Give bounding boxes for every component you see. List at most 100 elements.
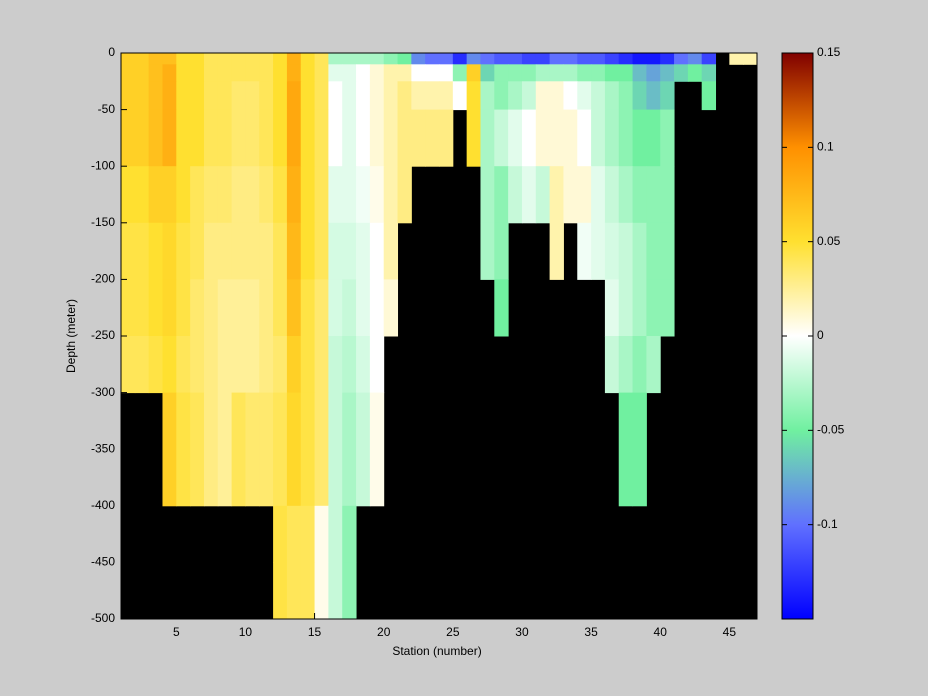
- heat-cell: [369, 64, 385, 82]
- heat-cell: [646, 222, 661, 280]
- heat-cell: [369, 336, 385, 394]
- heat-cell: [425, 64, 440, 82]
- heat-cell: [273, 279, 288, 337]
- heat-cell: [521, 64, 537, 82]
- heat-cell: [577, 64, 592, 82]
- heat-cell: [162, 64, 177, 82]
- colorbar-tick-label: 0.05: [817, 234, 841, 248]
- heat-cell: [259, 109, 274, 167]
- heat-cell: [203, 81, 219, 111]
- heat-cell: [342, 109, 357, 167]
- heat-cell: [604, 64, 620, 82]
- heat-cell: [286, 166, 302, 224]
- heat-cell: [508, 81, 523, 111]
- y-tick-label: -300: [91, 385, 115, 399]
- heat-cell: [521, 166, 537, 224]
- heat-cell: [245, 53, 260, 65]
- heat-cell: [439, 53, 454, 65]
- heat-cell: [314, 279, 329, 337]
- heat-cell: [203, 166, 219, 224]
- heat-cell: [577, 53, 592, 65]
- heat-cell: [328, 279, 343, 337]
- heat-cell: [549, 53, 564, 65]
- heat-cell: [577, 81, 592, 111]
- heat-cell: [245, 166, 260, 224]
- heat-cell: [411, 53, 426, 65]
- heat-cell: [383, 109, 399, 167]
- heat-cell: [494, 166, 509, 224]
- heat-cell: [342, 336, 357, 394]
- heat-cell: [369, 392, 385, 507]
- colorbar-tick-label: -0.05: [817, 423, 845, 437]
- heat-cell: [286, 222, 302, 280]
- heat-cell: [300, 109, 316, 167]
- heat-cell: [217, 53, 233, 65]
- heat-cell: [743, 53, 758, 65]
- heat-cell: [134, 53, 150, 65]
- heat-cell: [701, 81, 717, 111]
- heat-cell: [480, 81, 495, 111]
- heat-cell: [604, 53, 620, 65]
- heat-cell: [286, 562, 302, 620]
- heat-cell: [356, 53, 371, 65]
- heat-cell: [535, 166, 551, 224]
- heat-cell: [190, 64, 205, 82]
- colorbar-tick-label: 0.15: [817, 45, 841, 59]
- heat-cell: [273, 53, 288, 65]
- x-tick-label: 20: [377, 625, 391, 639]
- heat-cell: [632, 81, 647, 111]
- heat-cell: [632, 64, 647, 82]
- heat-cell: [328, 392, 343, 507]
- heat-cell: [535, 109, 551, 167]
- heat-cell: [231, 109, 246, 167]
- heat-cell: [259, 166, 274, 224]
- heat-cell: [176, 166, 191, 224]
- heat-cell: [300, 81, 316, 111]
- heat-cell: [203, 392, 219, 507]
- heat-cell: [480, 109, 495, 167]
- heat-cell: [314, 166, 329, 224]
- heat-cell: [217, 392, 233, 507]
- heat-cell: [217, 109, 233, 167]
- heat-cell: [563, 109, 578, 167]
- heat-cell: [729, 53, 744, 65]
- heat-cell: [162, 109, 177, 167]
- heat-cell: [176, 279, 191, 337]
- heat-cell: [397, 53, 412, 65]
- heat-cell: [494, 53, 509, 65]
- y-tick-label: -400: [91, 498, 115, 512]
- heat-cell: [452, 81, 468, 111]
- heat-cell: [162, 53, 177, 65]
- heat-cell: [134, 279, 150, 337]
- colorbar-tick-label: 0: [817, 328, 824, 342]
- heat-cell: [604, 166, 620, 224]
- x-tick-label: 45: [723, 625, 737, 639]
- heat-cell: [286, 109, 302, 167]
- heat-cell: [162, 279, 177, 337]
- heat-cell: [577, 109, 592, 167]
- heat-cell: [356, 392, 371, 507]
- heat-cell: [604, 109, 620, 167]
- heat-cell: [328, 336, 343, 394]
- heat-cell: [660, 279, 675, 337]
- heat-cell: [646, 279, 661, 337]
- heat-cell: [217, 336, 233, 394]
- heat-cell: [148, 109, 163, 167]
- heat-cell: [466, 53, 481, 65]
- heat-cell: [660, 53, 675, 65]
- heat-cell: [494, 81, 509, 111]
- heat-cell: [646, 166, 661, 224]
- y-tick-label: -250: [91, 328, 115, 342]
- heat-cell: [369, 81, 385, 111]
- heat-cell: [286, 64, 302, 82]
- heat-cell: [549, 64, 564, 82]
- x-axis-label: Station (number): [392, 644, 481, 658]
- heat-cell: [439, 109, 454, 167]
- heat-cell: [121, 81, 136, 111]
- heat-cell: [328, 53, 343, 65]
- x-tick-label: 10: [239, 625, 253, 639]
- heat-cell: [328, 81, 343, 111]
- heat-cell: [466, 64, 481, 82]
- heat-cell: [549, 81, 564, 111]
